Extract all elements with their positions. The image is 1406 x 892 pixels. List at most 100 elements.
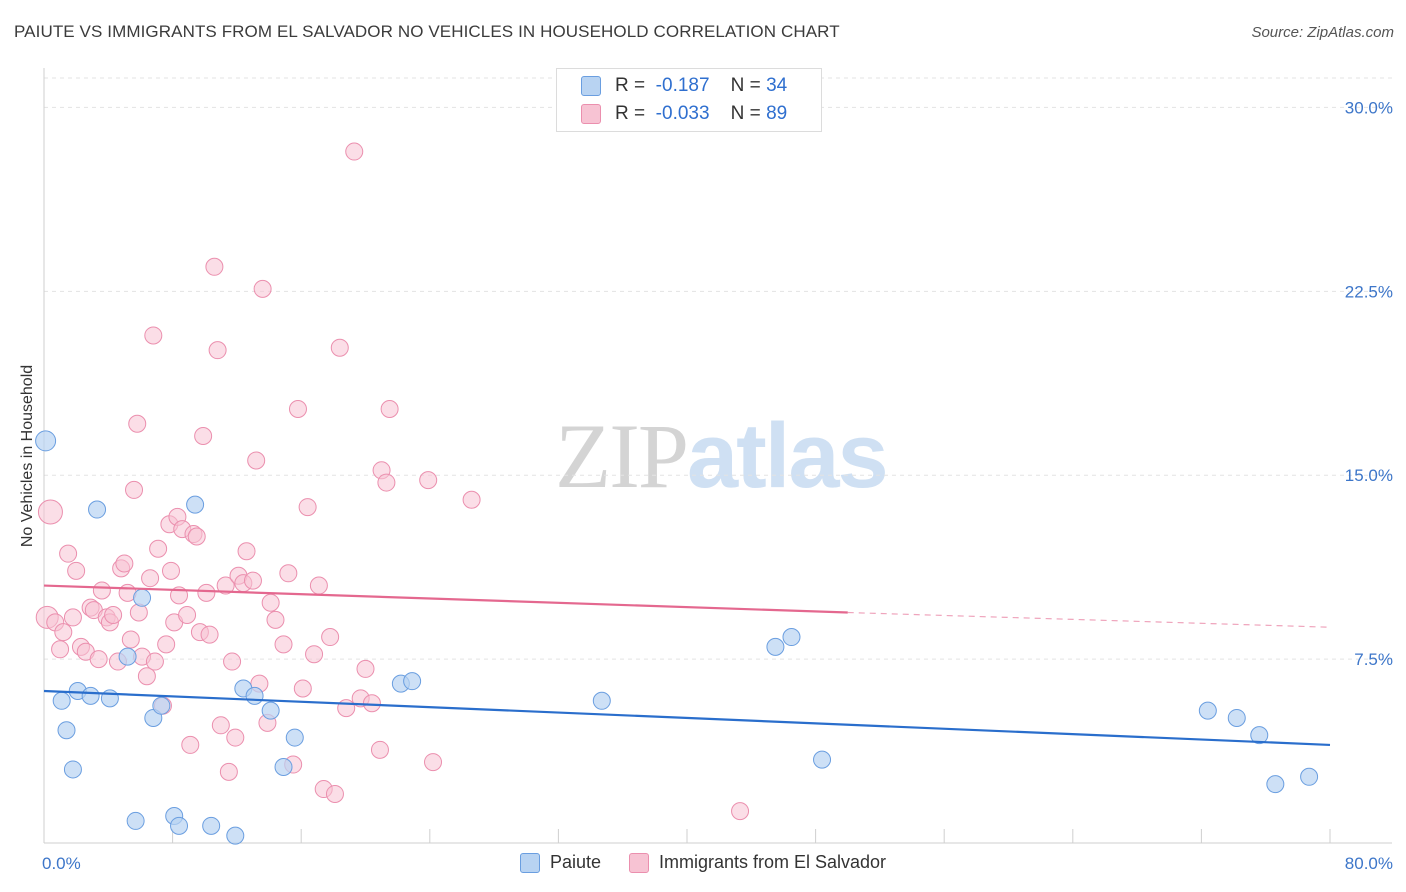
trend-lines (43, 584, 1331, 747)
paiute-point (126, 811, 145, 830)
legend-item-salvador[interactable]: Immigrants from El Salvador (628, 852, 886, 873)
paiute-point (88, 500, 107, 519)
legend-label: Paiute (549, 852, 601, 872)
salvador-point (380, 400, 399, 419)
y-tick-label: 15.0% (1345, 466, 1393, 485)
paiute-point (285, 728, 304, 747)
salvador-point (219, 762, 238, 781)
axes (43, 68, 1392, 844)
paiute-point (274, 757, 293, 776)
paiute-point (100, 689, 119, 708)
paiute-point (202, 816, 221, 835)
salvador-point (59, 544, 78, 563)
salvador-point (137, 667, 156, 686)
salvador-point (145, 652, 164, 671)
y-tick-label: 7.5% (1354, 650, 1393, 669)
salvador-point (121, 630, 140, 649)
salvador-point (92, 581, 111, 600)
source-attribution: Source: ZipAtlas.com (1251, 24, 1394, 41)
salvador-point (129, 603, 148, 622)
salvador-point (187, 527, 206, 546)
series-legend: Paiute Immigrants from El Salvador (0, 852, 1406, 873)
paiute-point (1266, 775, 1285, 794)
salvador-point (309, 576, 328, 595)
salvador-point (89, 650, 108, 669)
salvador-swatch (581, 104, 601, 124)
paiute-point (1300, 767, 1319, 786)
salvador-point (181, 735, 200, 754)
n-value: 34 (766, 75, 788, 96)
salvador-point (211, 716, 230, 735)
paiute-swatch (519, 852, 540, 873)
salvador-point (243, 571, 262, 590)
r-value: -0.187 (655, 75, 710, 96)
paiute-point (35, 430, 57, 452)
salvador-point (377, 473, 396, 492)
salvador-point (345, 142, 364, 161)
salvador-point (247, 451, 266, 470)
salvador-point (298, 498, 317, 517)
salvador-point (37, 499, 63, 525)
salvador-point (125, 480, 144, 499)
salvador-point (208, 341, 227, 360)
paiute-point (152, 696, 171, 715)
salvador-point (128, 414, 147, 433)
salvador-swatch (628, 852, 649, 873)
paiute-point (1198, 701, 1217, 720)
paiute-point (1250, 726, 1269, 745)
salvador-point (321, 628, 340, 647)
salvador-point (261, 593, 280, 612)
paiute-point (261, 701, 280, 720)
paiute-point (592, 691, 611, 710)
salvador-point (54, 623, 73, 642)
salvador-point (424, 753, 443, 772)
salvador-point (149, 539, 168, 558)
salvador-point (237, 542, 256, 561)
y-tick-label: 22.5% (1345, 282, 1393, 301)
zipatlas-watermark: ZIPatlas (555, 403, 889, 509)
salvador-trend-extension (847, 611, 1331, 628)
paiute-point (186, 495, 205, 514)
legend-row-paiute: R = -0.187 N = 34 (581, 73, 787, 99)
r-value: -0.033 (655, 103, 710, 124)
n-label: N = (730, 75, 761, 96)
salvador-point (67, 561, 86, 580)
x-tick-label: 80.0% (1345, 854, 1393, 873)
salvador-point (370, 740, 389, 759)
paiute-point (403, 672, 422, 691)
salvador-point (279, 564, 298, 583)
paiute-point (63, 760, 82, 779)
paiute-point (118, 647, 137, 666)
salvador-point (305, 645, 324, 664)
salvador-point (293, 679, 312, 698)
salvador-point (216, 576, 235, 595)
paiute-point (170, 816, 189, 835)
legend-row-salvador: R = -0.033 N = 89 (581, 101, 787, 127)
salvador-point (194, 426, 213, 445)
x-tick-label: 0.0% (42, 854, 81, 873)
salvador-point (223, 652, 242, 671)
salvador-point (274, 635, 293, 654)
salvador-point (141, 569, 160, 588)
salvador-point (226, 728, 245, 747)
salvador-point (362, 694, 381, 713)
salvador-point (325, 784, 344, 803)
salvador-point (197, 583, 216, 602)
salvador-point (356, 659, 375, 678)
watermark-zip: ZIP (555, 405, 689, 507)
salvador-point (266, 610, 285, 629)
salvador-point (288, 400, 307, 419)
salvador-point (253, 279, 272, 298)
salvador-point (419, 471, 438, 490)
correlation-legend: R = -0.187 N = 34 R = -0.033 N = 89 (556, 68, 822, 132)
salvador-point (104, 605, 123, 624)
legend-item-paiute[interactable]: Paiute (519, 852, 601, 873)
salvador-point (731, 802, 750, 821)
salvador-trend-line (43, 584, 848, 614)
chart-title: PAIUTE VS IMMIGRANTS FROM EL SALVADOR NO… (14, 22, 840, 41)
paiute-point (813, 750, 832, 769)
r-label: R = (615, 75, 646, 96)
paiute-points (35, 430, 1319, 845)
salvador-point (462, 490, 481, 509)
